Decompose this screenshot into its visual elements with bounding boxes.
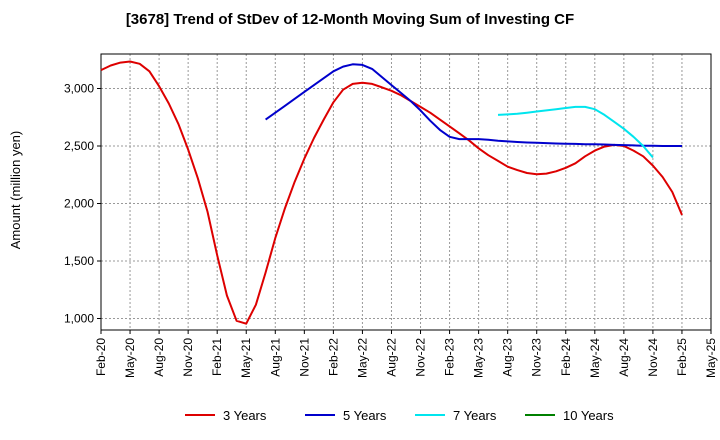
x-tick-label: Aug-21 bbox=[268, 338, 282, 377]
x-tick-label: Aug-22 bbox=[384, 338, 398, 377]
x-tick-label: Nov-21 bbox=[297, 338, 311, 377]
series-line-5-years bbox=[265, 63, 682, 147]
x-tick-label: Feb-22 bbox=[326, 338, 340, 376]
x-tick-label: May-25 bbox=[704, 338, 718, 378]
y-tick-label: 2,000 bbox=[64, 197, 94, 211]
x-tick-label: Nov-22 bbox=[414, 338, 428, 377]
y-axis-label: Amount (million yen) bbox=[8, 131, 23, 250]
x-tick-label: Feb-20 bbox=[94, 338, 108, 376]
plot-area-frame bbox=[100, 53, 712, 331]
x-tick-label: Feb-25 bbox=[675, 338, 689, 376]
series-line-3-years bbox=[100, 60, 683, 325]
x-tick-label: Nov-20 bbox=[181, 338, 195, 377]
x-tick-label: Nov-24 bbox=[646, 338, 660, 377]
x-tick-label: May-23 bbox=[472, 338, 486, 378]
legend-label: 10 Years bbox=[563, 408, 614, 423]
x-tick-label: Feb-23 bbox=[443, 338, 457, 376]
x-tick-label: Aug-23 bbox=[501, 338, 515, 377]
series-lines bbox=[100, 60, 683, 325]
y-tick-label: 1,000 bbox=[64, 312, 94, 326]
legend-label: 3 Years bbox=[223, 408, 267, 423]
x-tick-label: Feb-24 bbox=[559, 338, 573, 376]
x-tick-label: Aug-24 bbox=[617, 338, 631, 377]
x-tick-label: Aug-20 bbox=[152, 338, 166, 377]
series-line-7-years bbox=[497, 105, 654, 159]
legend: 3 Years 5 Years 7 Years 10 Years bbox=[185, 408, 614, 423]
legend-label: 5 Years bbox=[343, 408, 387, 423]
y-tick-label: 2,500 bbox=[64, 139, 94, 153]
x-tick-label: May-20 bbox=[123, 338, 137, 378]
x-tick-label: May-24 bbox=[588, 338, 602, 378]
x-tick-label: Feb-21 bbox=[210, 338, 224, 376]
y-tick-label: 3,000 bbox=[64, 82, 94, 96]
x-axis-ticks: Feb-20 May-20 Aug-20 Nov-20 Feb-21 May-21 Aug-… bbox=[94, 330, 718, 378]
x-tick-label: Nov-23 bbox=[530, 338, 544, 377]
grid bbox=[100, 54, 712, 330]
x-tick-label: May-22 bbox=[355, 338, 369, 378]
x-tick-label: May-21 bbox=[239, 338, 253, 378]
y-axis-ticks: 1,000 1,500 2,000 2,500 3,000 bbox=[64, 82, 101, 326]
y-tick-label: 1,500 bbox=[64, 254, 94, 268]
legend-label: 7 Years bbox=[453, 408, 497, 423]
chart-title: [3678] Trend of StDev of 12-Month Moving… bbox=[126, 11, 574, 28]
